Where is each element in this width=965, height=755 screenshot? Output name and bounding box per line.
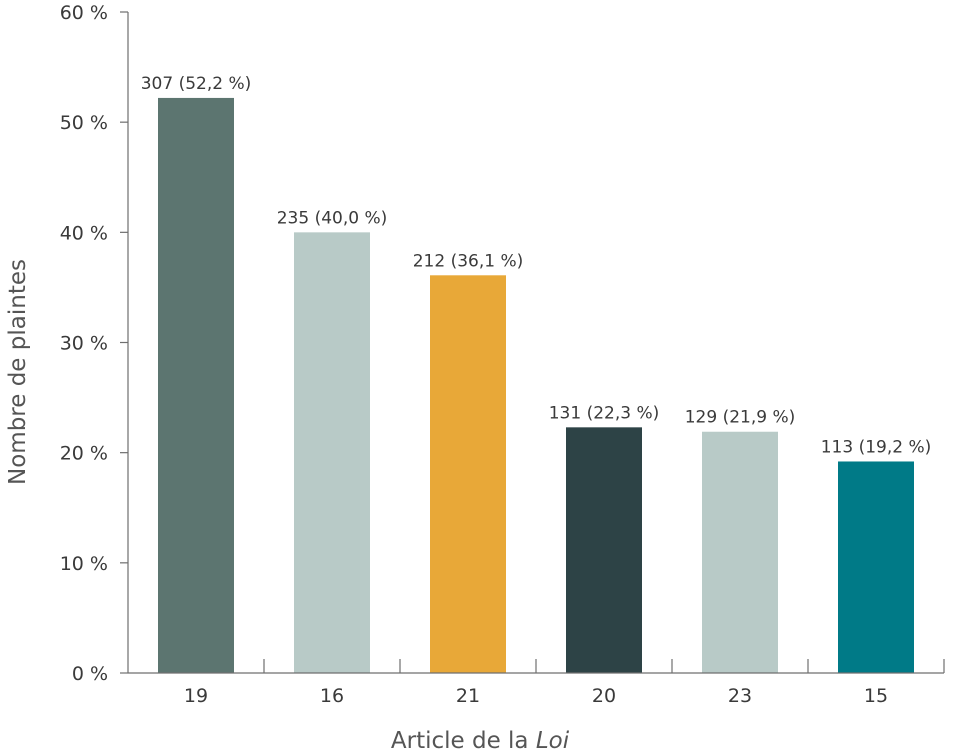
x-axis-tick-labels: 19 16 21 20 23 15 xyxy=(184,685,888,707)
x-axis-title-emphasis: Loi xyxy=(536,728,570,754)
x-tick-label: 16 xyxy=(320,685,344,707)
x-tick-label: 23 xyxy=(728,685,752,707)
x-tick-label: 21 xyxy=(456,685,480,707)
x-tick-label: 15 xyxy=(864,685,888,707)
y-tick-label: 40 % xyxy=(60,222,108,244)
bar xyxy=(158,97,234,674)
data-label: 131 (22,3 %) xyxy=(549,403,660,423)
y-axis-title: Nombre de plaintes xyxy=(5,259,31,485)
y-tick-label: 30 % xyxy=(60,333,108,355)
bar xyxy=(566,427,642,673)
bar xyxy=(294,232,370,674)
data-label: 129 (21,9 %) xyxy=(685,408,796,428)
bar xyxy=(430,275,506,673)
y-tick-label: 50 % xyxy=(60,112,108,134)
bar xyxy=(838,461,914,673)
y-tick-label: 0 % xyxy=(72,663,108,685)
y-axis-ticks xyxy=(120,11,128,674)
data-label: 113 (19,2 %) xyxy=(821,437,932,457)
data-labels: 307 (52,2 %) 235 (40,0 %) 212 (36,1 %) 131 … xyxy=(141,74,932,458)
bar xyxy=(702,431,778,673)
x-axis-title: Article de la Loi xyxy=(391,728,570,754)
data-label: 212 (36,1 %) xyxy=(413,251,524,271)
data-label: 235 (40,0 %) xyxy=(277,208,388,228)
y-tick-label: 60 % xyxy=(60,2,108,24)
bars xyxy=(158,97,914,674)
x-axis-title-text: Article de la xyxy=(391,728,536,754)
x-tick-label: 19 xyxy=(184,685,208,707)
x-axis-ticks xyxy=(263,659,945,673)
x-tick-label: 20 xyxy=(592,685,616,707)
data-label: 307 (52,2 %) xyxy=(141,74,252,94)
y-axis-tick-labels: 0 % 10 % 20 % 30 % 40 % 50 % 60 % xyxy=(60,2,108,685)
y-tick-label: 10 % xyxy=(60,553,108,575)
y-tick-label: 20 % xyxy=(60,443,108,465)
